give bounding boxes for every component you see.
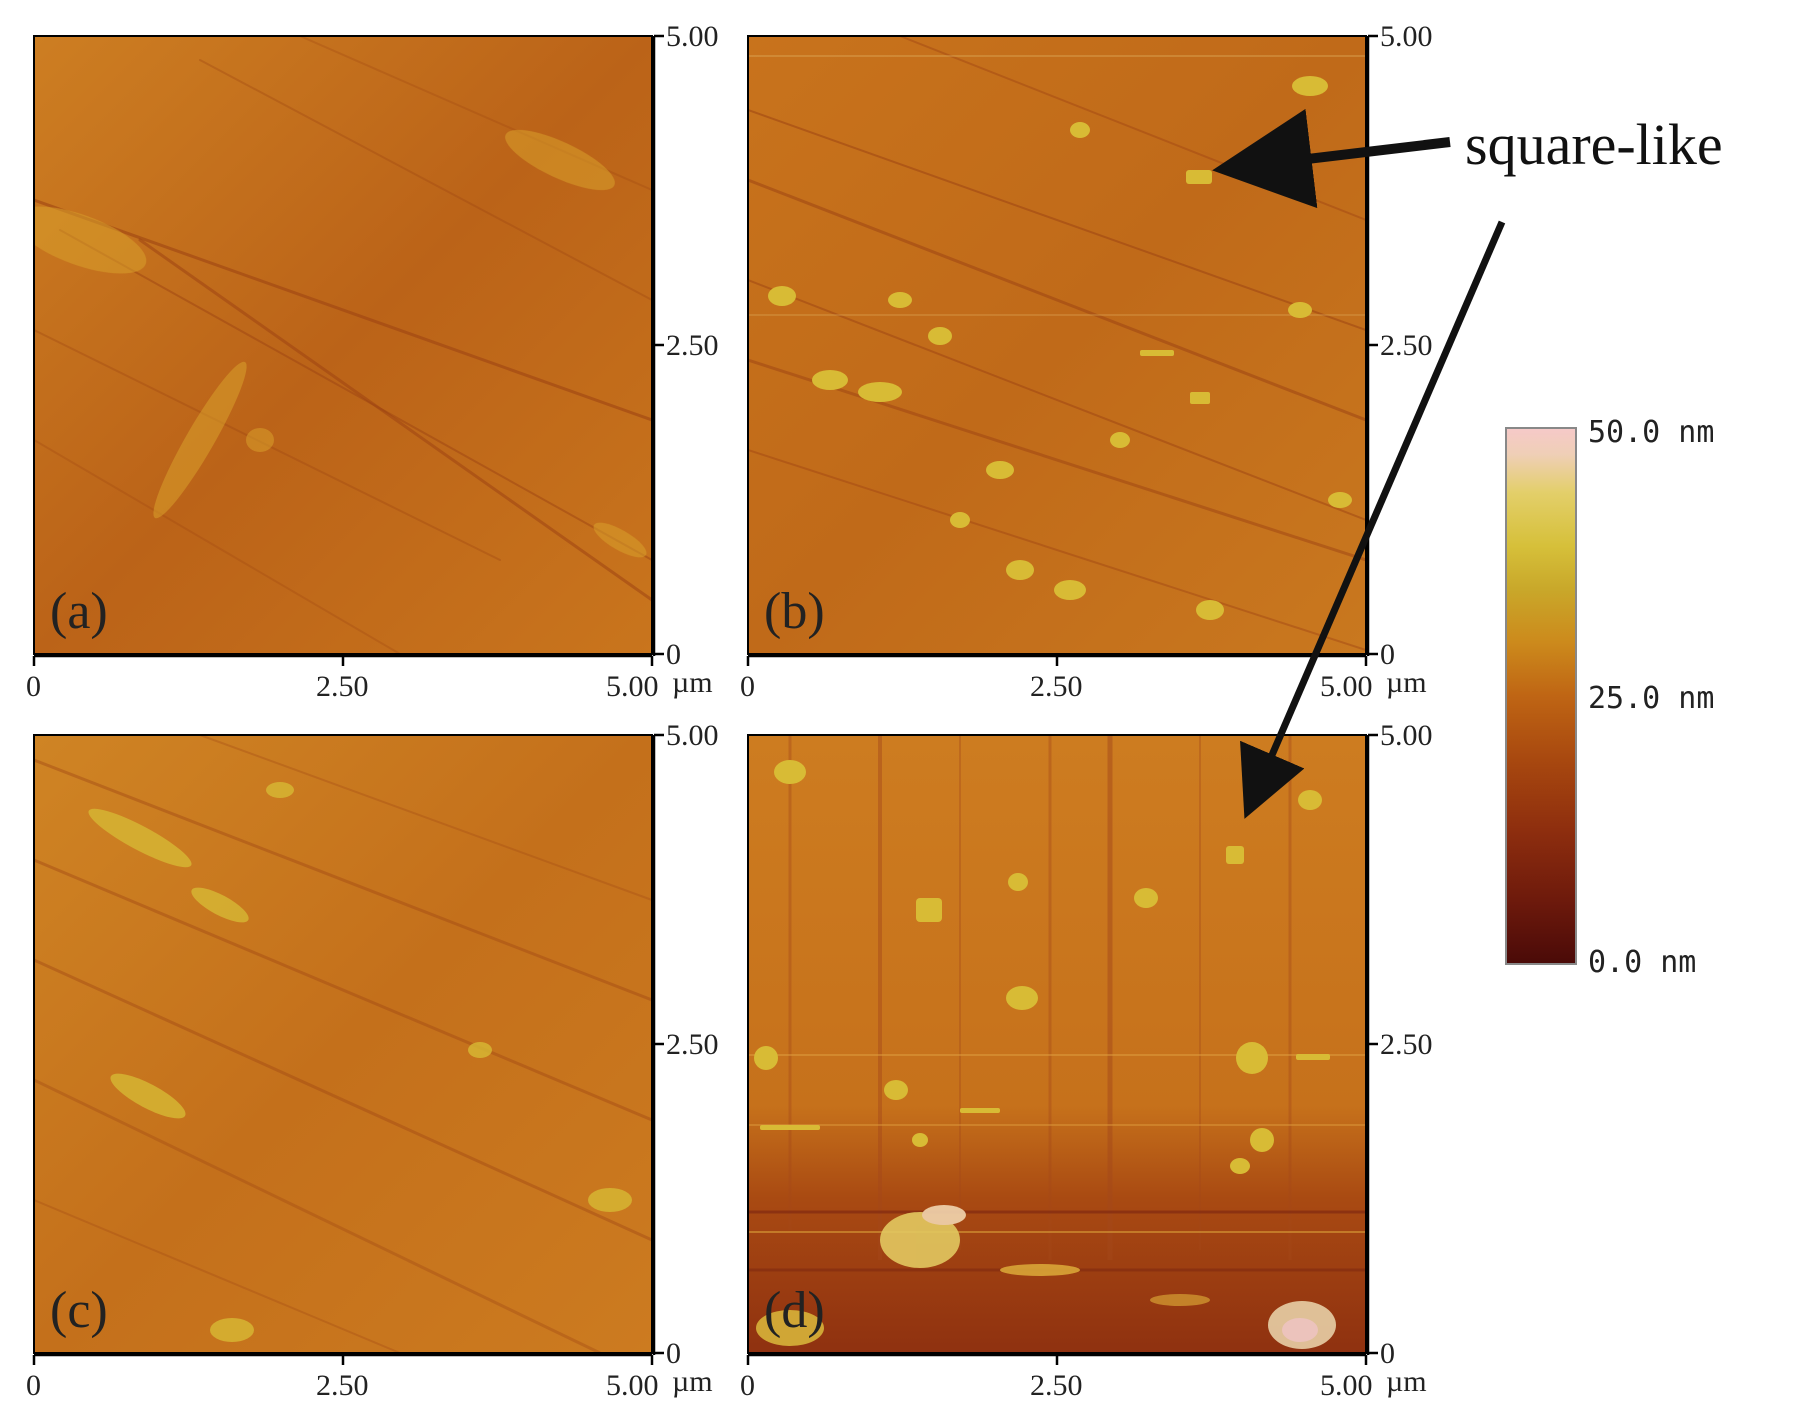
panel-d-y-tick-max: 5.00 [1380, 719, 1433, 752]
panel-d-image [748, 735, 1366, 1353]
panel-c-y-tick-mid: 2.50 [666, 1028, 719, 1061]
colorbar-mid-label: 25.0 nm [1588, 681, 1714, 716]
panel-c-y-tick-0: 0 [666, 1337, 681, 1370]
panel-d-y-tick-0: 0 [1380, 1337, 1395, 1370]
panel-a-y-tick-0: 0 [666, 638, 681, 671]
panel-b-x-unit: µm [1386, 666, 1427, 699]
square-like-annotation: square-like [1212, 108, 1723, 819]
panel-a-x-tick-mid: 2.50 [316, 670, 369, 703]
panel-a-highlights [34, 129, 647, 558]
panel-b-x-tick-max: 5.00 [1320, 670, 1373, 703]
panel-a-x-tick-max: 5.00 [606, 670, 659, 703]
panel-c-label: (c) [50, 1282, 108, 1339]
axes [32, 34, 1378, 1365]
panel-a-frame [33, 35, 653, 655]
panel-c-y-tick-max: 5.00 [666, 719, 719, 752]
panel-d-y-tick-mid: 2.50 [1380, 1028, 1433, 1061]
panel-c-x-tick-max: 5.00 [606, 1369, 659, 1402]
panel-d-bright-patches [756, 1205, 1336, 1349]
panel-c-frame [33, 734, 653, 1354]
panel-d-streaks [748, 735, 1366, 1272]
panel-c-x-tick-mid: 2.50 [316, 1369, 369, 1402]
panel-b-y-tick-mid: 2.50 [1380, 329, 1433, 362]
panel-a-striations [34, 36, 652, 654]
panel-a-y-tick-max: 5.00 [666, 20, 719, 53]
panel-b-x-tick-0: 0 [740, 670, 755, 703]
panel-b-frame [747, 35, 1367, 655]
colorbar-max-label: 50.0 nm [1588, 415, 1714, 450]
panel-d-x-tick-max: 5.00 [1320, 1369, 1373, 1402]
annotation-arrow-b [1212, 108, 1451, 209]
panel-d-x-tick-mid: 2.50 [1030, 1369, 1083, 1402]
panel-c-grains [88, 782, 632, 1342]
panel-b-image [748, 36, 1366, 654]
panel-c-x-tick-0: 0 [26, 1369, 41, 1402]
panel-a: (a) [33, 35, 653, 655]
tick-labels: 0 2.50 5.00 µm 5.00 2.50 0 0 2.50 5.00 µ… [26, 20, 1433, 1402]
panel-a-x-tick-0: 0 [26, 670, 41, 703]
annotation-text: square-like [1465, 112, 1723, 177]
annotation-arrow-d [1240, 220, 1506, 819]
panel-b-grains [768, 76, 1352, 620]
panel-d: (d) [747, 734, 1367, 1354]
colorbar-gradient [1505, 427, 1577, 965]
panel-a-x-unit: µm [672, 666, 713, 699]
panel-d-frame [747, 734, 1367, 1354]
panel-b-y-tick-max: 5.00 [1380, 20, 1433, 53]
panel-d-label: (d) [764, 1282, 825, 1339]
panel-a-label: (a) [50, 583, 108, 640]
panel-b-label: (b) [764, 583, 825, 640]
panel-b: (b) [747, 35, 1367, 655]
panel-b-y-tick-0: 0 [1380, 638, 1395, 671]
panel-c-x-unit: µm [672, 1365, 713, 1398]
panel-b-x-tick-mid: 2.50 [1030, 670, 1083, 703]
colorbar: 50.0 nm 25.0 nm 0.0 nm [1505, 415, 1714, 980]
panel-d-x-unit: µm [1386, 1365, 1427, 1398]
panel-d-x-tick-0: 0 [740, 1369, 755, 1402]
panel-a-image [34, 36, 652, 654]
panel-c: (c) [33, 734, 653, 1354]
panel-c-striations [34, 735, 652, 1353]
panel-b-striations [748, 36, 1366, 651]
colorbar-min-label: 0.0 nm [1588, 945, 1696, 980]
panel-a-y-tick-mid: 2.50 [666, 329, 719, 362]
